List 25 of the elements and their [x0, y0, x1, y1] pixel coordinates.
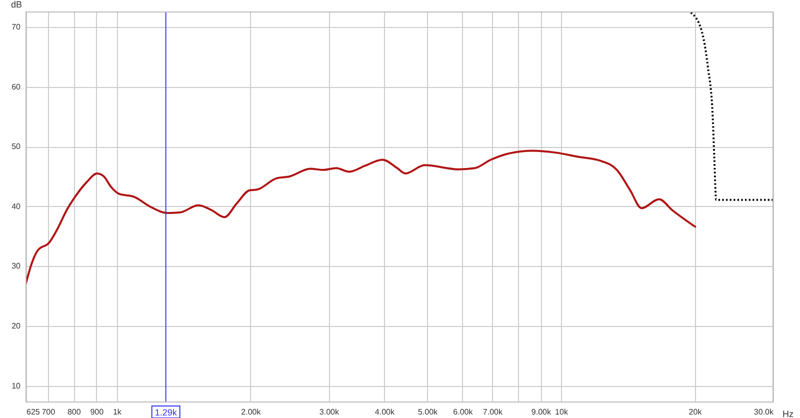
y-tick-label: 10 — [12, 381, 22, 390]
ref-line-label: 1.29k — [154, 408, 178, 418]
y-tick-label: 60 — [12, 82, 22, 92]
x-tick-label: 700 — [42, 408, 56, 416]
x-tick-label: 800 — [67, 408, 82, 416]
x-tick-label: 20k — [688, 408, 703, 416]
y-tick-label: 70 — [12, 22, 22, 32]
x-tick-label: 5.00k — [418, 408, 439, 416]
x-tick-label: 2.00k — [241, 408, 262, 416]
y-tick-label: 50 — [12, 142, 22, 152]
x-tick-label: 7.00k — [482, 408, 504, 416]
y-tick-label: 30 — [12, 262, 22, 271]
x-axis-title: Hz — [782, 409, 794, 418]
y-tick-label: 40 — [12, 202, 22, 211]
x-tick-label: 10k — [555, 408, 569, 416]
x-tick-label: 900 — [90, 408, 104, 416]
x-tick-label: 9.00k — [531, 408, 552, 416]
x-tick-label: 6.00k — [453, 408, 474, 416]
x-tick-label: 1k — [112, 408, 122, 416]
x-tick-label: 3.00k — [319, 408, 340, 416]
x-tick-label: 4.00k — [374, 408, 396, 416]
y-tick-label: 20 — [12, 322, 22, 331]
x-tick-label: 625 — [26, 408, 40, 416]
y-axis-title: dB — [10, 0, 22, 10]
x-tick-label: 30.0k — [754, 408, 774, 416]
